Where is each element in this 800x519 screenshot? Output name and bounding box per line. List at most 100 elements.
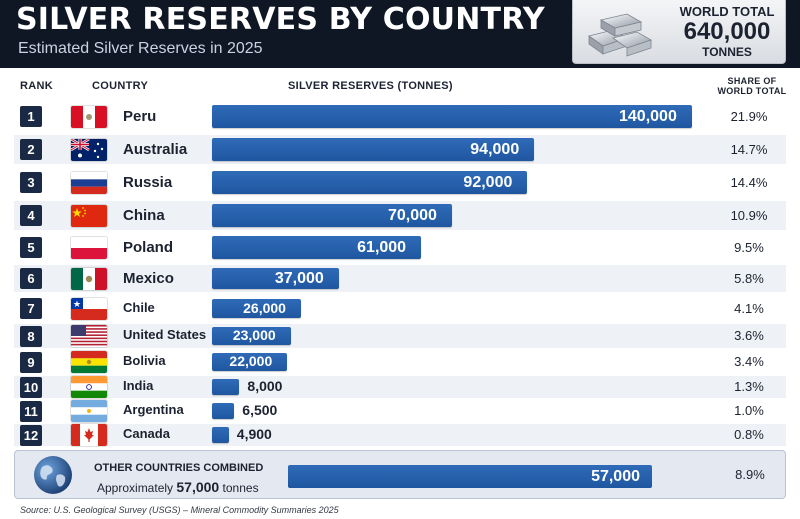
bar-label: 22,000 — [229, 353, 273, 369]
bar-label: 23,000 — [232, 327, 276, 343]
rank-badge: 11 — [20, 400, 42, 422]
bolivia-flag-icon — [71, 351, 107, 373]
share-value: 14.4% — [730, 174, 768, 190]
country-label: United States — [123, 327, 207, 342]
country-label: Chile — [123, 299, 155, 315]
country-label: Australia — [123, 140, 188, 158]
other-sub-value: 57,000 — [176, 479, 220, 495]
bar-label: 61,000 — [357, 238, 407, 256]
world-total-box: WORLD TOTAL 640,000 TONNES — [572, 0, 786, 64]
page-title: SILVER RESERVES BY COUNTRY — [16, 2, 545, 37]
share-value: 10.9% — [730, 207, 768, 223]
rank-badge: 4 — [20, 205, 42, 226]
bar-label-other-countries: 57,000 — [591, 468, 640, 485]
table-row: 6 Mexico 37,000 5.8% — [14, 265, 786, 292]
column-header-share-line2: WORLD TOTAL — [717, 86, 787, 96]
share-value: 21.9% — [730, 108, 768, 124]
bar-label: 26,000 — [243, 299, 286, 316]
rank-badge: 9 — [20, 351, 42, 373]
china-flag-icon — [71, 204, 107, 227]
table-row: 9 Bolivia 22,000 3.4% — [14, 350, 786, 374]
other-countries-title: OTHER COUNTRIES COMBINED — [94, 462, 264, 474]
chile-flag-icon — [71, 297, 107, 320]
rank-badge: 5 — [20, 237, 42, 258]
globe-icon — [34, 456, 72, 494]
country-label: China — [123, 206, 165, 224]
column-header-share-line1: SHARE OF — [727, 76, 777, 86]
rank-badge: 2 — [20, 139, 42, 160]
country-label: Canada — [123, 426, 170, 441]
bar-label: 140,000 — [619, 107, 677, 125]
bar-russia — [212, 171, 528, 194]
bar-other-countries: 57,000 — [288, 465, 652, 488]
bar-label: 8,000 — [247, 378, 283, 394]
table-row: 10 India 8,000 1.3% — [14, 376, 786, 398]
table-row: 1 Peru 140,000 21.9% — [14, 102, 786, 131]
column-header-share: SHARE OF WORLD TOTAL — [712, 76, 792, 96]
other-countries-box: OTHER COUNTRIES COMBINED Approximately 5… — [14, 450, 786, 499]
country-label: Russia — [123, 173, 173, 191]
page-subtitle: Estimated Silver Reserves in 2025 — [18, 40, 263, 57]
bar-united-states — [212, 327, 291, 345]
bar-label: 37,000 — [274, 269, 324, 287]
source-note: Source: U.S. Geological Survey (USGS) – … — [20, 505, 339, 515]
bar-label: 92,000 — [463, 173, 513, 191]
table-row: 12 Canada 4,900 0.8% — [14, 424, 786, 446]
australia-flag-icon — [71, 138, 107, 161]
table-row: 8 United States 23,000 3.6% — [14, 324, 786, 348]
india-flag-icon — [71, 376, 107, 398]
share-value: 9.5% — [734, 239, 764, 255]
bar-poland — [212, 236, 422, 259]
united-states-flag-icon — [71, 325, 107, 347]
table-row: 2 Australia 94,000 14.7% — [14, 135, 786, 164]
bar-mexico — [212, 268, 339, 289]
other-sub-prefix: Approximately — [97, 481, 174, 495]
canada-flag-icon — [71, 424, 107, 446]
country-label: Argentina — [123, 402, 184, 417]
country-label: Mexico — [123, 269, 174, 287]
rank-badge: 1 — [20, 106, 42, 127]
bar-label: 70,000 — [388, 206, 437, 224]
bar-argentina — [212, 403, 235, 419]
share-value: 4.1% — [734, 300, 764, 316]
bar-label: 94,000 — [470, 140, 520, 158]
silver-ingots-icon — [588, 13, 652, 57]
share-other-countries: 8.9% — [735, 467, 765, 482]
rank-badge: 7 — [20, 298, 42, 319]
share-value: 3.4% — [734, 354, 764, 369]
bar-label: 6,500 — [242, 402, 278, 418]
rank-badge: 6 — [20, 268, 42, 289]
country-label: Poland — [123, 238, 174, 256]
bar-label: 4,900 — [236, 426, 272, 442]
world-total-label: WORLD TOTAL — [679, 4, 775, 19]
table-row: 4 China 70,000 10.9% — [14, 201, 786, 230]
table-row: 5 Poland 61,000 9.5% — [14, 233, 786, 262]
column-header-rank: RANK — [20, 80, 53, 92]
other-countries-subtitle: Approximately 57,000 tonnes — [97, 479, 259, 495]
rank-badge: 8 — [20, 325, 42, 347]
bar-peru — [212, 105, 692, 128]
column-header-country: COUNTRY — [92, 80, 149, 92]
country-label: India — [123, 378, 154, 393]
share-value: 0.8% — [734, 427, 764, 442]
mexico-flag-icon — [71, 267, 107, 290]
russia-flag-icon — [71, 171, 107, 194]
bar-chile — [212, 299, 302, 318]
country-label: Bolivia — [123, 353, 166, 368]
table-row: 3 Russia 92,000 14.4% — [14, 168, 786, 197]
bar-bolivia — [212, 353, 288, 371]
peru-flag-icon — [71, 105, 107, 128]
other-sub-suffix: tonnes — [222, 481, 259, 495]
rank-badge: 3 — [20, 172, 42, 193]
world-total-unit: TONNES — [702, 45, 752, 59]
table-row: 7 Chile 26,000 4.1% — [14, 296, 786, 321]
share-value: 1.0% — [734, 403, 764, 418]
rank-badge: 12 — [20, 424, 42, 446]
world-total-value: 640,000 — [683, 18, 771, 45]
table-row: 11 Argentina 6,500 1.0% — [14, 400, 786, 422]
share-value: 1.3% — [734, 379, 764, 394]
poland-flag-icon — [71, 236, 107, 259]
country-label: Peru — [123, 107, 157, 125]
share-value: 5.8% — [734, 270, 764, 286]
argentina-flag-icon — [71, 400, 107, 422]
